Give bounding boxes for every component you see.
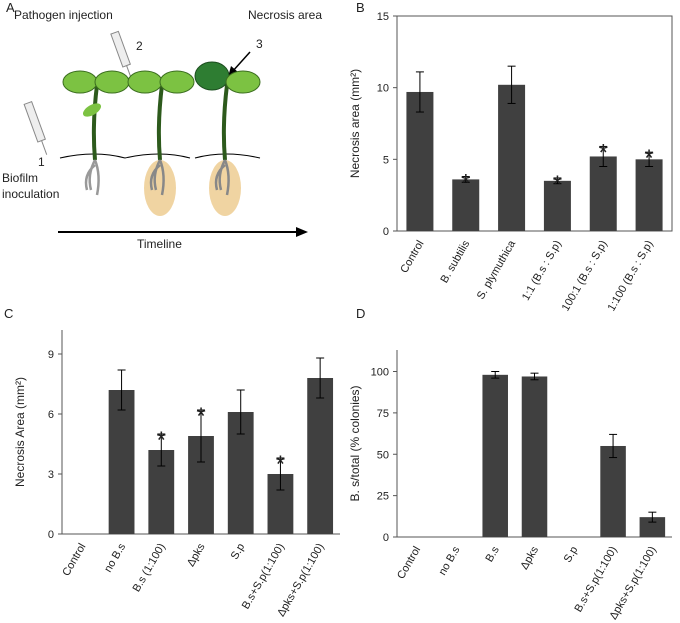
x-tick-label: B. subtilis xyxy=(438,238,472,285)
diagram-label: 3 xyxy=(256,37,263,51)
x-tick-label: B.s+S.p(1:100) xyxy=(240,542,287,612)
bar xyxy=(452,179,480,231)
x-tick-label: Control xyxy=(395,545,423,582)
panel-label: B xyxy=(356,0,365,15)
y-tick-label: 0 xyxy=(48,529,54,541)
x-tick-label: no B.s xyxy=(102,541,128,574)
y-tick-label: 6 xyxy=(48,409,54,421)
bar xyxy=(406,91,434,231)
syringe xyxy=(23,101,48,155)
panel-label: C xyxy=(4,306,13,321)
y-tick-label: 75 xyxy=(377,408,389,420)
diagram-label: 2 xyxy=(136,39,143,53)
significance-marker: * xyxy=(196,403,205,430)
significance-marker: * xyxy=(644,145,653,172)
bar xyxy=(635,159,663,231)
x-tick-label: no B.s xyxy=(437,544,463,577)
x-tick-label: S.p xyxy=(562,545,581,565)
bar xyxy=(307,378,334,534)
y-tick-label: 25 xyxy=(377,491,389,503)
y-tick-label: 0 xyxy=(383,226,389,238)
bar xyxy=(639,517,666,537)
x-tick-label: 100:1 (B.s : S.p) xyxy=(560,239,610,314)
plant xyxy=(124,70,195,216)
x-tick-label: Δpks xyxy=(185,541,208,569)
diagram-label: Pathogen injection xyxy=(14,8,113,22)
x-tick-label: 1:1 (B.s : S.p) xyxy=(520,239,564,303)
y-tick-label: 10 xyxy=(377,83,389,95)
y-tick-label: 0 xyxy=(383,532,389,544)
bar xyxy=(482,374,508,537)
plant xyxy=(59,70,130,196)
panel-label: D xyxy=(356,306,365,321)
x-tick-label: B.s+S.p(1:100) xyxy=(572,545,619,615)
significance-marker: * xyxy=(276,451,285,478)
diagram-label: 1 xyxy=(38,155,45,169)
x-tick-label: Control xyxy=(60,542,88,579)
y-tick-label: 50 xyxy=(377,449,389,461)
diagram-label: Timeline xyxy=(137,237,182,251)
significance-marker: * xyxy=(157,427,166,454)
x-tick-label: S. plymuthica xyxy=(475,238,519,302)
x-tick-label: S.p xyxy=(229,542,248,562)
x-tick-label: Δpks xyxy=(518,544,541,572)
frame xyxy=(396,15,673,232)
y-tick-label: 5 xyxy=(383,154,389,166)
bar xyxy=(600,445,626,537)
significance-marker: * xyxy=(461,170,470,197)
bar xyxy=(521,376,548,537)
significance-marker: * xyxy=(599,139,608,166)
bar xyxy=(498,84,526,231)
y-axis-label: B. s/total (% colonies) xyxy=(348,385,362,501)
y-tick-label: 100 xyxy=(371,367,389,379)
plant xyxy=(194,61,261,216)
bar xyxy=(543,180,571,231)
y-axis-label: Necrosis Area (mm²) xyxy=(13,377,27,487)
significance-marker: * xyxy=(553,171,562,198)
bar xyxy=(108,390,135,534)
diagram-label: Necrosis area xyxy=(248,8,322,22)
y-tick-label: 9 xyxy=(48,349,54,361)
y-axis-label: Necrosis area (mm²) xyxy=(348,69,362,178)
pointer xyxy=(231,51,251,73)
x-tick-label: B.s (1:100) xyxy=(131,542,168,595)
arrowhead xyxy=(296,227,308,237)
panel-label: A xyxy=(6,0,15,15)
x-tick-label: B.s xyxy=(483,544,502,564)
x-tick-label: Control xyxy=(398,239,426,276)
x-tick-label: 1:100 (B.s : S.p) xyxy=(606,239,656,314)
y-tick-label: 3 xyxy=(48,469,54,481)
diagram-label: Biofilm inoculation xyxy=(2,171,60,201)
y-tick-label: 15 xyxy=(377,11,389,23)
bar xyxy=(589,156,617,231)
